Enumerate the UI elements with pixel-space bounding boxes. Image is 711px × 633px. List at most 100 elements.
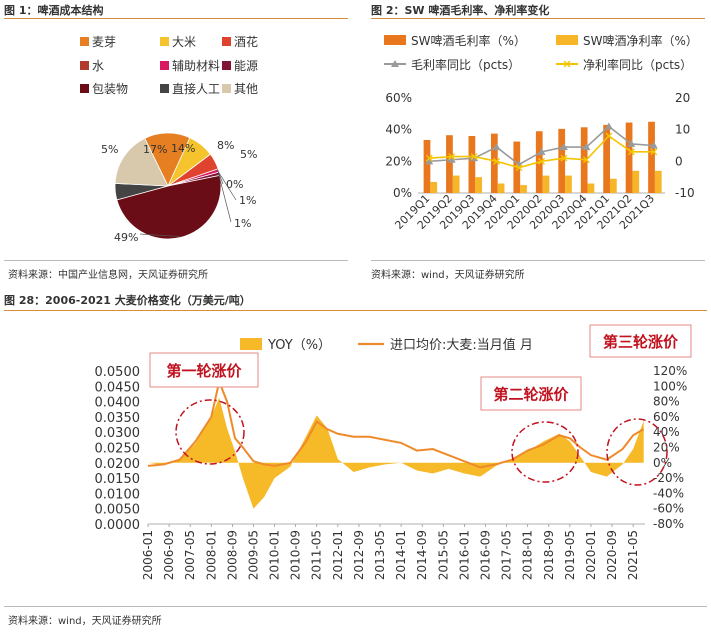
pie-legend-label: 能源 xyxy=(234,59,258,73)
fig2-bar-net xyxy=(587,183,595,193)
fig28-x-tick-label: 2012-01 xyxy=(331,530,345,580)
pie-value-label: 17% xyxy=(143,143,167,156)
fig28-x-tick-label: 2016-09 xyxy=(478,530,492,580)
fig28-callout-box xyxy=(589,324,692,358)
fig28-left-tick: 0.0050 xyxy=(95,503,141,518)
fig1-top-rule xyxy=(4,18,348,19)
fig2-yoy-marker xyxy=(560,154,568,162)
fig28-right-tick: 20% xyxy=(653,441,680,455)
fig2-bar-net xyxy=(542,175,550,193)
fig2-source: 资料来源：wind，天风证券研究所 xyxy=(371,270,525,281)
fig2-bar-gross xyxy=(446,135,453,193)
fig2-bar-net xyxy=(632,170,640,193)
fig2-bar-net xyxy=(609,178,617,193)
fig28-right-tick: -60% xyxy=(653,502,684,516)
fig28-right-tick: 60% xyxy=(653,410,680,424)
pie-legend-swatch xyxy=(80,84,89,93)
fig2-yoy-marker xyxy=(559,143,568,151)
fig28-right-tick: -40% xyxy=(653,486,684,500)
fig2-bar-net xyxy=(565,175,572,193)
pie-legend-swatch xyxy=(160,84,169,93)
fig2-yoy-marker xyxy=(448,153,456,161)
fig28-x-tick-label: 2014-01 xyxy=(394,530,408,580)
fig2-yoy-marker xyxy=(425,157,434,165)
fig28-yoy-area xyxy=(148,397,644,509)
fig28-x-tick-label: 2018-01 xyxy=(521,530,535,580)
fig28-legend-label: YOY（%） xyxy=(267,338,331,353)
fig28-price-line xyxy=(147,378,645,469)
fig28-left-tick: 0.0250 xyxy=(95,442,141,457)
fig2-legend-swatch xyxy=(556,35,578,45)
fig28-callout-label: 第二轮涨价 xyxy=(493,386,569,404)
fig2-yoy-marker xyxy=(470,153,478,161)
pie-value-label: 0% xyxy=(226,178,243,191)
pie-legend-label: 直接人工 xyxy=(172,81,220,96)
fig28-legend-label: 进口均价:大麦:当月值 月 xyxy=(390,337,533,353)
pie-legend-label: 大米 xyxy=(172,35,196,49)
pie-legend-swatch xyxy=(222,37,231,46)
pie-legend-swatch xyxy=(80,61,89,70)
fig2-bar-net xyxy=(520,185,527,193)
pie-legend-swatch xyxy=(222,61,231,70)
fig28-right-tick: -20% xyxy=(653,471,684,485)
fig28-x-tick-label: 2010-09 xyxy=(289,530,303,580)
fig2-legend-label: SW啤酒毛利率（%） xyxy=(411,33,526,48)
fig2-legend-swatch xyxy=(384,35,406,45)
fig2-right-tick: 10 xyxy=(675,123,690,137)
fig28-highlight-circle xyxy=(511,421,579,483)
fig28-left-tick: 0.0350 xyxy=(95,411,141,426)
fig28-callout-box xyxy=(149,352,259,388)
fig28-title: 图 28：2006-2021 大麦价格变化（万美元/吨） xyxy=(4,294,251,307)
fig28-x-tick-label: 2013-05 xyxy=(373,530,387,580)
fig2-legend-marker xyxy=(563,60,571,68)
fig2-bar-gross xyxy=(603,124,610,193)
pie-legend-swatch xyxy=(222,84,231,93)
fig2-bar-gross xyxy=(468,136,476,193)
fig28-left-tick: 0.0150 xyxy=(95,472,141,487)
pie-legend-label: 其他 xyxy=(234,82,258,96)
fig28-x-tick-label: 2006-01 xyxy=(141,530,155,580)
fig2-bar-gross xyxy=(423,139,431,193)
fig28-legend-swatch xyxy=(240,338,262,350)
pie-leader-line xyxy=(217,170,237,201)
fig2-right-tick: 0 xyxy=(675,154,683,168)
fig2-yoy-marker xyxy=(582,156,590,164)
pie-slice xyxy=(116,174,222,240)
pie-legend-label: 辅助材料 xyxy=(172,59,220,73)
fig2-legend-label: 净利率同比（pcts） xyxy=(583,57,692,72)
fig28-right-tick: -80% xyxy=(653,517,684,531)
fig28-x-tick-label: 2020-09 xyxy=(605,530,619,580)
fig28-left-tick: 0.0500 xyxy=(95,365,141,380)
pie-legend-label: 麦芽 xyxy=(92,35,116,49)
pie-value-label: 49% xyxy=(114,231,138,244)
pie-value-label: 1% xyxy=(239,194,256,207)
fig28-highlight-circle xyxy=(606,418,668,486)
pie-leader-line xyxy=(218,173,232,223)
fig28-right-tick: 0% xyxy=(653,456,672,470)
pie-legend-swatch xyxy=(160,37,169,46)
pie-legend-label: 水 xyxy=(92,59,104,73)
fig28-x-tick-label: 2012-09 xyxy=(352,530,366,580)
fig28-x-tick-label: 2014-09 xyxy=(415,530,429,580)
fig28-left-tick: 0.0300 xyxy=(95,426,141,441)
fig2-top-rule xyxy=(371,18,705,19)
fig28-top-rule xyxy=(4,310,707,311)
fig28-bottom-rule xyxy=(4,606,707,607)
fig28-right-tick: 80% xyxy=(653,395,680,409)
fig2-bar-net xyxy=(497,183,505,193)
fig2-yoy-marker xyxy=(582,143,591,151)
fig28-x-tick-label: 2017-05 xyxy=(500,530,514,580)
fig2-legend-label: SW啤酒净利率（%） xyxy=(583,33,698,48)
fig28-left-tick: 0.0000 xyxy=(95,518,141,533)
pie-legend-label: 包装物 xyxy=(92,82,128,96)
fig2-yoy-marker xyxy=(492,143,501,151)
fig2-bar-net xyxy=(475,177,482,193)
fig2-yoy-marker xyxy=(493,157,501,165)
fig28-x-tick-label: 2015-05 xyxy=(436,530,450,580)
fig2-yoy-marker xyxy=(650,148,658,156)
fig28-callout-label: 第三轮涨价 xyxy=(603,333,679,351)
fig28-x-tick-label: 2018-09 xyxy=(542,530,556,580)
fig28-right-tick: 40% xyxy=(653,425,680,439)
fig28-left-tick: 0.0100 xyxy=(95,487,141,502)
fig2-yoy-marker xyxy=(649,141,658,149)
